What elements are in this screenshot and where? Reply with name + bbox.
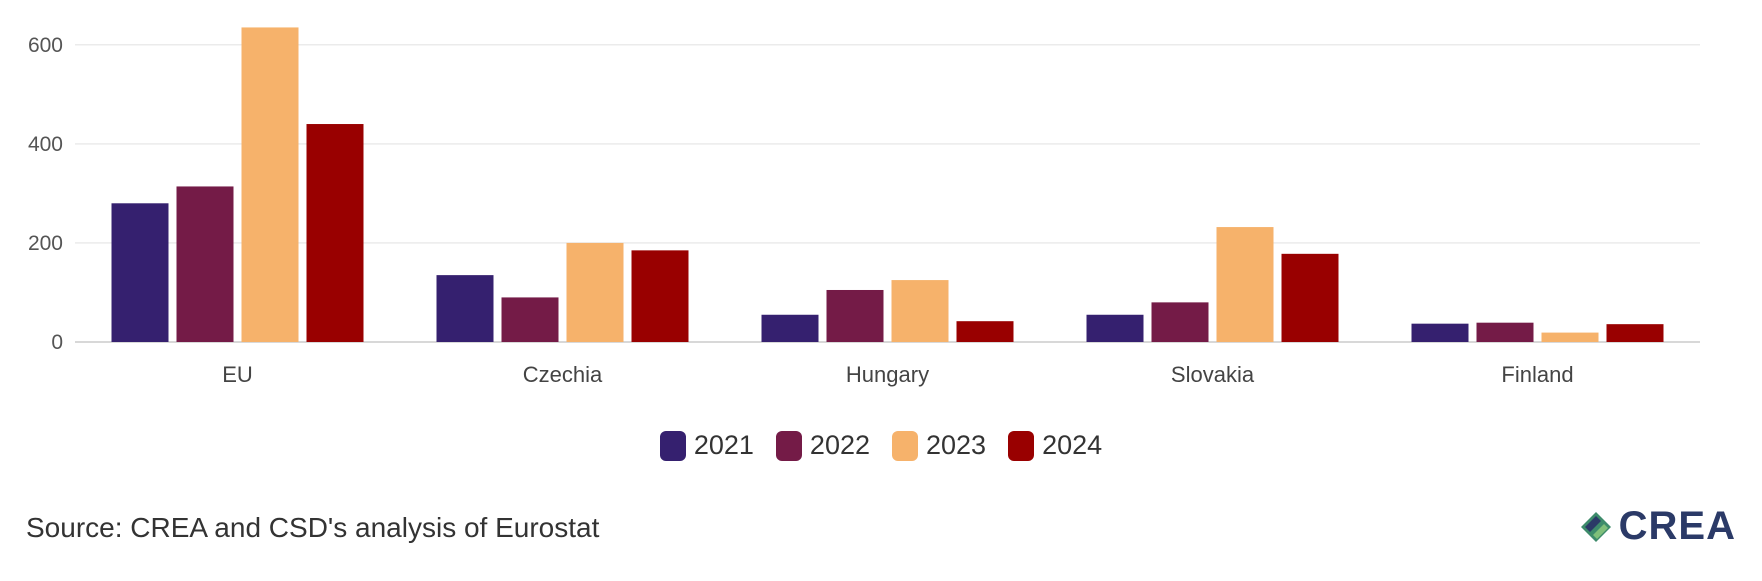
x-category-label: Hungary [846, 362, 929, 387]
bar-slovakia-2022 [1151, 302, 1209, 342]
bar-czechia-2021 [436, 275, 494, 342]
bar-eu-2021 [111, 203, 169, 342]
crea-logo-text: CREA [1618, 504, 1736, 548]
source-note: Source: CREA and CSD's analysis of Euros… [26, 512, 600, 543]
y-tick-label: 400 [28, 133, 63, 156]
bar-hungary-2024 [956, 321, 1014, 342]
legend-swatch [1008, 430, 1035, 461]
bar-czechia-2024 [631, 250, 689, 342]
crea-logo-icon [1580, 511, 1611, 542]
legend-swatch [659, 430, 686, 461]
legend-item-2021: 2021 [659, 430, 754, 461]
bar-czechia-2023 [566, 242, 624, 342]
y-tick-label: 0 [51, 331, 63, 354]
bar-chart: 0 200 400 600 EU Czechia Hungary Slovakia Finla… [28, 27, 1700, 387]
x-category-label: Slovakia [1171, 362, 1255, 387]
legend-item-2022: 2022 [775, 430, 870, 461]
bar-eu-2023 [241, 27, 299, 343]
x-category-label: EU [222, 362, 253, 387]
bar-hungary-2022 [826, 289, 884, 342]
x-category-label: Czechia [523, 362, 603, 387]
crea-logo: CREA [1577, 504, 1736, 549]
bar-slovakia-2024 [1281, 253, 1339, 342]
legend-item-2024: 2024 [1008, 430, 1102, 461]
legend-label: 2024 [1042, 430, 1103, 460]
legend-swatch [892, 430, 918, 461]
bar-eu-2022 [176, 186, 234, 342]
y-tick-label: 200 [28, 232, 63, 255]
legend-label: 2023 [926, 430, 987, 460]
x-axis-categories: EU Czechia Hungary Slovakia Finland [222, 362, 1573, 387]
legend-swatch [775, 430, 802, 461]
bar-finland-2021 [1411, 323, 1469, 342]
bars [111, 27, 1664, 343]
bar-hungary-2023 [891, 280, 949, 342]
y-tick-label: 600 [28, 34, 63, 57]
bar-finland-2022 [1476, 322, 1534, 342]
x-category-label: Finland [1501, 362, 1573, 387]
bar-czechia-2022 [501, 297, 559, 342]
bar-finland-2024 [1606, 324, 1664, 342]
legend: 2021 2022 2023 2024 [0, 430, 1762, 461]
bar-slovakia-2023 [1216, 227, 1274, 342]
legend-label: 2021 [693, 430, 754, 460]
legend-item-2023: 2023 [892, 430, 986, 461]
bar-finland-2023 [1541, 332, 1599, 342]
legend-label: 2022 [809, 430, 870, 460]
bar-slovakia-2021 [1086, 314, 1144, 342]
bar-eu-2024 [306, 124, 364, 343]
bar-hungary-2021 [761, 314, 819, 342]
y-axis-ticks: 0 200 400 600 [28, 34, 63, 354]
